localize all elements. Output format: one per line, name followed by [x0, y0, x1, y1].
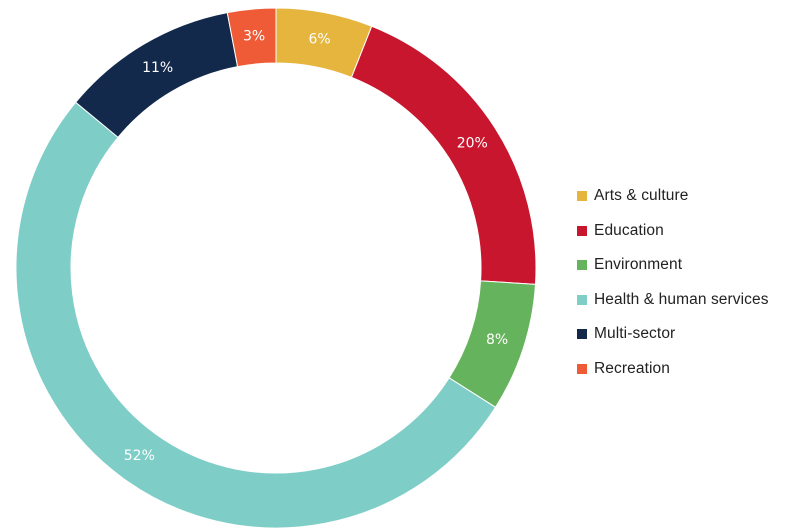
donut-slice-recreation	[226, 7, 277, 68]
legend-swatch	[577, 294, 587, 305]
slice-value-label-environment: 8%	[486, 332, 508, 348]
slice-value-label-recreation: 3%	[243, 29, 265, 45]
legend-swatch	[577, 329, 587, 340]
legend-swatch	[577, 363, 587, 374]
legend-item-multi-sector: Multi-sector	[577, 317, 798, 352]
slice-value-label-arts-culture: 6%	[308, 32, 330, 48]
legend-label: Education	[594, 221, 664, 239]
donut-slice-health-human-services	[15, 101, 497, 528]
legend-item-environment: Environment	[577, 248, 798, 283]
legend-swatch	[577, 191, 587, 202]
legend-item-recreation: Recreation	[577, 352, 798, 387]
legend-label: Recreation	[594, 359, 670, 377]
legend-swatch	[577, 260, 587, 271]
legend-label: Environment	[594, 256, 683, 274]
legend-swatch	[577, 225, 587, 236]
slice-value-label-multi-sector: 11%	[142, 60, 173, 76]
donut-plot: 6% 20% 8% 52% 11% 3%	[15, 7, 537, 528]
chart-legend: Arts & culture Education Environment Hea…	[577, 179, 798, 386]
legend-label: Arts & culture	[594, 187, 689, 205]
legend-label: Multi-sector	[594, 325, 676, 343]
legend-item-education: Education	[577, 214, 798, 249]
legend-item-arts-culture: Arts & culture	[577, 179, 798, 214]
donut-slice-education	[350, 25, 537, 285]
slice-value-label-health-human-services: 52%	[124, 448, 155, 464]
slice-value-label-education: 20%	[457, 135, 488, 151]
legend-item-health-human-services: Health & human services	[577, 283, 798, 318]
legend-label: Health & human services	[594, 290, 769, 308]
